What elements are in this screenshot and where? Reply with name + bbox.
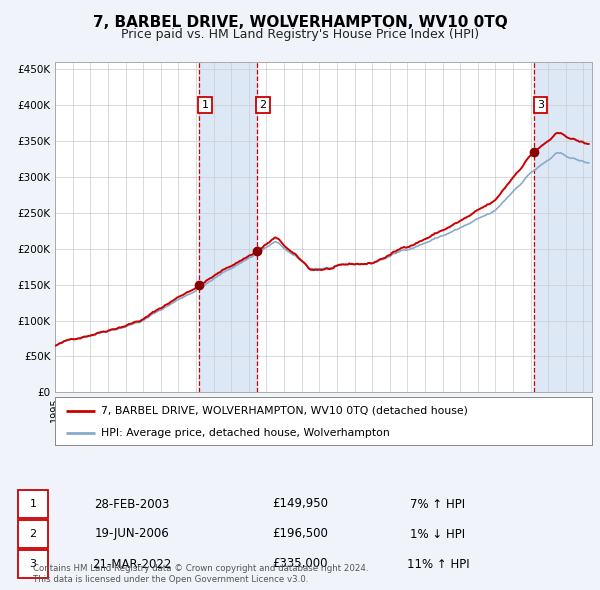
Text: 19-JUN-2006: 19-JUN-2006 [95,527,169,540]
Text: Price paid vs. HM Land Registry's House Price Index (HPI): Price paid vs. HM Land Registry's House … [121,28,479,41]
Text: 7% ↑ HPI: 7% ↑ HPI [410,497,466,510]
Text: 2: 2 [260,100,266,110]
Text: £149,950: £149,950 [272,497,328,510]
Text: 1: 1 [202,100,208,110]
Text: 7, BARBEL DRIVE, WOLVERHAMPTON, WV10 0TQ: 7, BARBEL DRIVE, WOLVERHAMPTON, WV10 0TQ [92,15,508,30]
Text: £196,500: £196,500 [272,527,328,540]
Text: 3: 3 [537,100,544,110]
Text: 21-MAR-2022: 21-MAR-2022 [92,558,172,571]
Bar [199,62,257,392]
Text: 1% ↓ HPI: 1% ↓ HPI [410,527,466,540]
Text: 7, BARBEL DRIVE, WOLVERHAMPTON, WV10 0TQ (detached house): 7, BARBEL DRIVE, WOLVERHAMPTON, WV10 0TQ… [101,405,468,415]
Text: HPI: Average price, detached house, Wolverhampton: HPI: Average price, detached house, Wolv… [101,428,389,438]
Text: 11% ↑ HPI: 11% ↑ HPI [407,558,469,571]
Text: 2: 2 [29,529,37,539]
Text: Contains HM Land Registry data © Crown copyright and database right 2024.: Contains HM Land Registry data © Crown c… [33,565,368,573]
Text: 1: 1 [29,499,37,509]
Text: This data is licensed under the Open Government Licence v3.0.: This data is licensed under the Open Gov… [33,575,308,584]
Text: 28-FEB-2003: 28-FEB-2003 [94,497,170,510]
Text: £335,000: £335,000 [272,558,328,571]
Bar [534,62,592,392]
Text: 3: 3 [29,559,37,569]
